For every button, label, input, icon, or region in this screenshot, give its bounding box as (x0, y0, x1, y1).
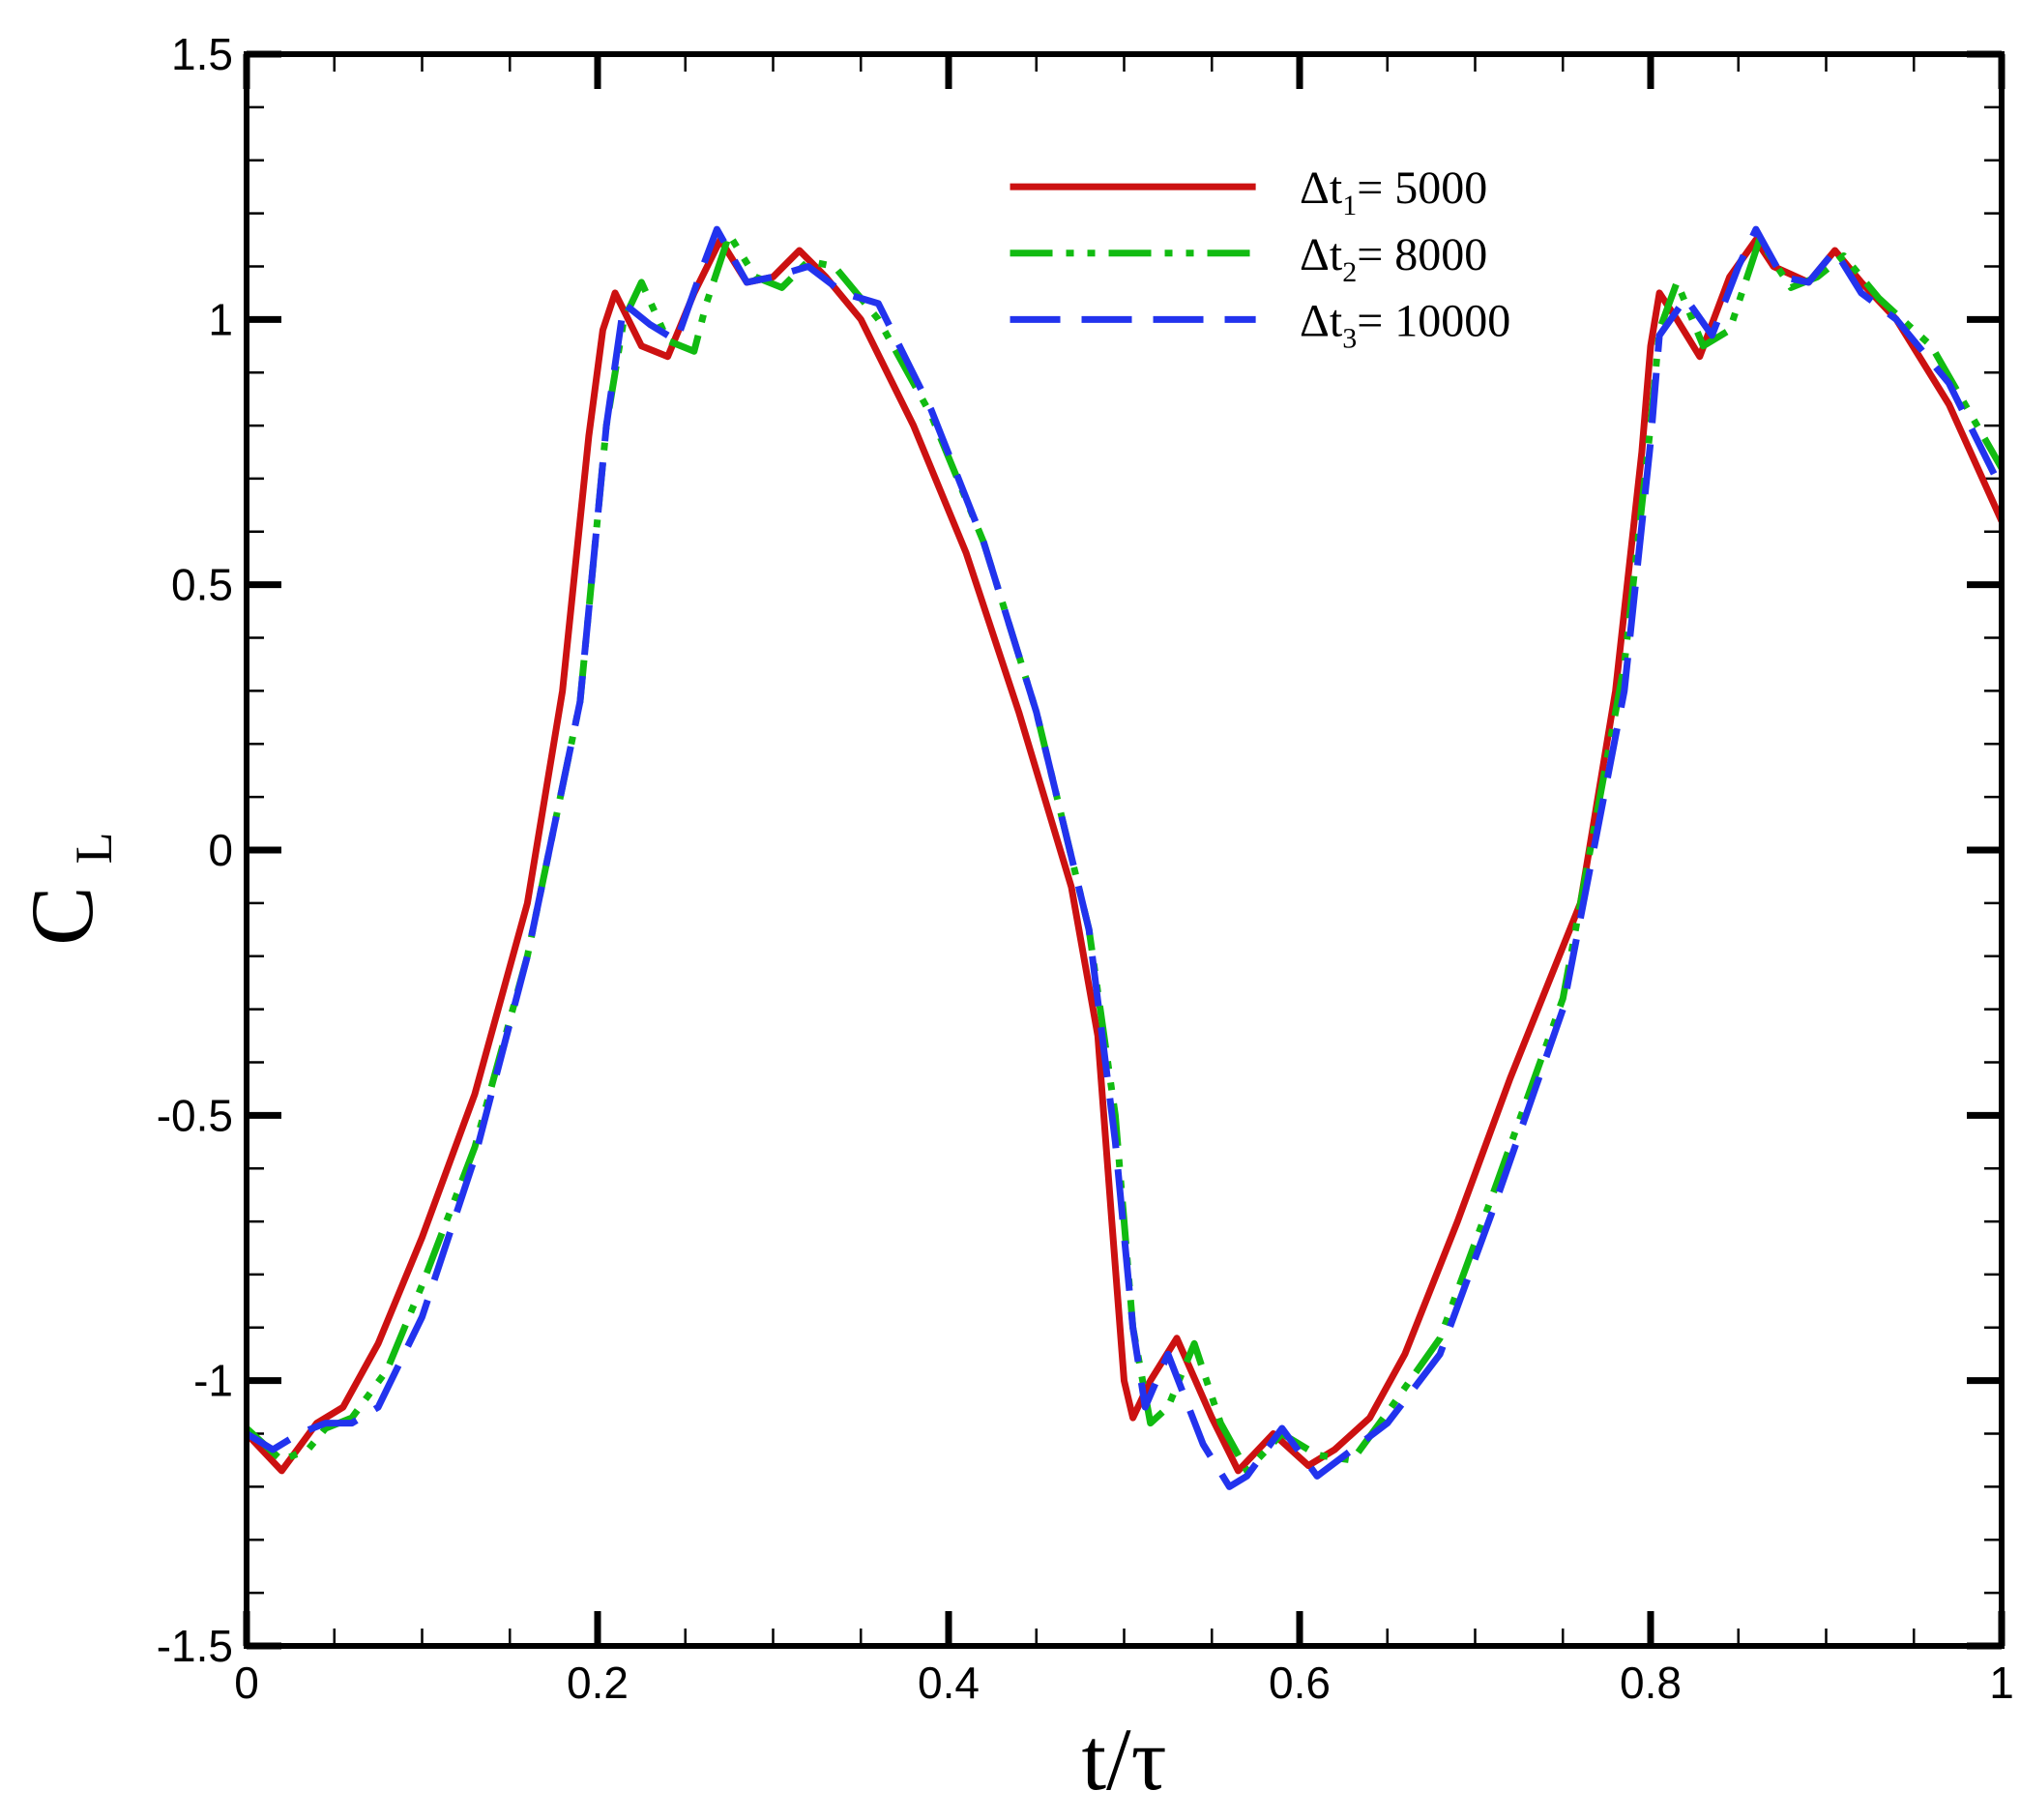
legend-label-prefix: Δt (1300, 295, 1343, 346)
x-tick-label: 0.8 (1620, 1658, 1682, 1708)
y-tick-label: -1.5 (157, 1621, 233, 1671)
legend-label-prefix: Δt (1300, 162, 1343, 214)
plot-frame (244, 51, 2005, 1649)
x-tick-label: 0.6 (1269, 1658, 1331, 1708)
legend-label-1: Δt1= 5000 (1300, 162, 1487, 221)
y-axis-title-main: C (13, 886, 111, 945)
x-tick-label: 0 (234, 1658, 259, 1708)
y-tick-label: -1 (193, 1356, 233, 1406)
data-series (244, 225, 2005, 1490)
series-line-1 (244, 236, 2005, 1475)
legend-label-subscript: 2 (1342, 256, 1357, 288)
legend-label-value: = 10000 (1357, 295, 1510, 346)
y-tick-label: 1.5 (171, 29, 233, 79)
legend-label-2: Δt2= 8000 (1300, 229, 1487, 288)
x-tick-label: 0.4 (918, 1658, 980, 1708)
legend-label-value: = 5000 (1357, 162, 1487, 214)
axis-tick-labels: 0 0.2 0.4 0.6 0.8 1 -1.5 -1 -0.5 0 0.5 1 1.5 (157, 29, 2014, 1708)
series-line-2 (244, 231, 2005, 1475)
x-tick-label: 1 (1989, 1658, 2014, 1708)
y-tick-label: 1 (208, 294, 233, 344)
legend-label-3: Δt3= 10000 (1300, 295, 1510, 354)
legend-label-subscript: 3 (1342, 322, 1357, 354)
y-axis-title-sub: L (65, 832, 123, 864)
legend-label-prefix: Δt (1300, 229, 1343, 280)
legend-label-subscript: 1 (1342, 190, 1357, 221)
y-axis-title: C L (13, 832, 123, 945)
x-tick-label: 0.2 (567, 1658, 629, 1708)
y-tick-label: 0.5 (171, 560, 233, 610)
series-line-3 (245, 225, 2005, 1490)
x-axis-title: t/τ (1081, 1710, 1166, 1808)
y-tick-label: 0 (208, 825, 233, 875)
y-tick-label: -0.5 (157, 1090, 233, 1140)
legend-label-value: = 8000 (1357, 229, 1487, 280)
